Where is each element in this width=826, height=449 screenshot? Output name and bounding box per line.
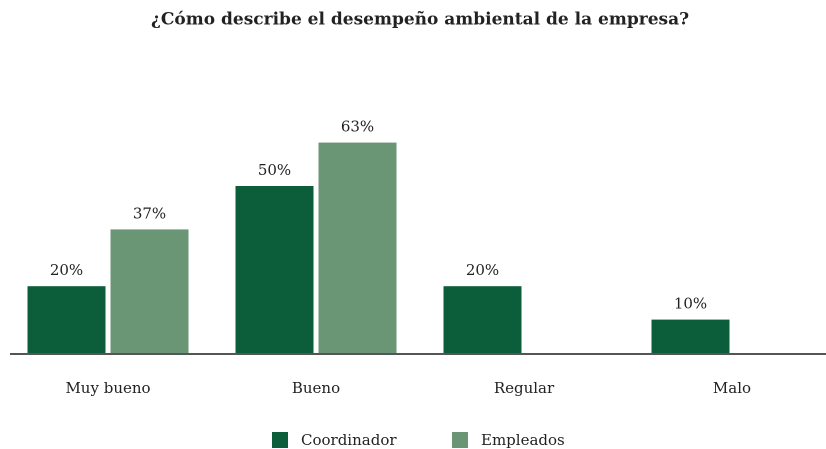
legend-swatch: [452, 432, 468, 448]
data-label: 63%: [341, 118, 374, 136]
x-tick-label: Regular: [494, 379, 555, 397]
data-label: 50%: [258, 161, 291, 179]
x-tick-label: Malo: [713, 379, 751, 397]
x-tick-label: Bueno: [292, 379, 340, 397]
data-label: 20%: [50, 261, 83, 279]
bar: [27, 286, 106, 353]
bar: [651, 319, 730, 353]
data-label: 20%: [466, 261, 499, 279]
bar: [443, 286, 522, 353]
legend-label: Empleados: [481, 431, 565, 449]
legend-swatch: [272, 432, 288, 448]
legend-label: Coordinador: [301, 431, 397, 449]
bar: [235, 186, 314, 353]
data-label: 37%: [133, 204, 166, 222]
bar: [318, 142, 397, 353]
bar: [110, 229, 189, 353]
chart-title: ¿Cómo describe el desempeño ambiental de…: [151, 10, 689, 30]
x-tick-label: Muy bueno: [65, 379, 150, 397]
data-label: 10%: [674, 295, 707, 313]
